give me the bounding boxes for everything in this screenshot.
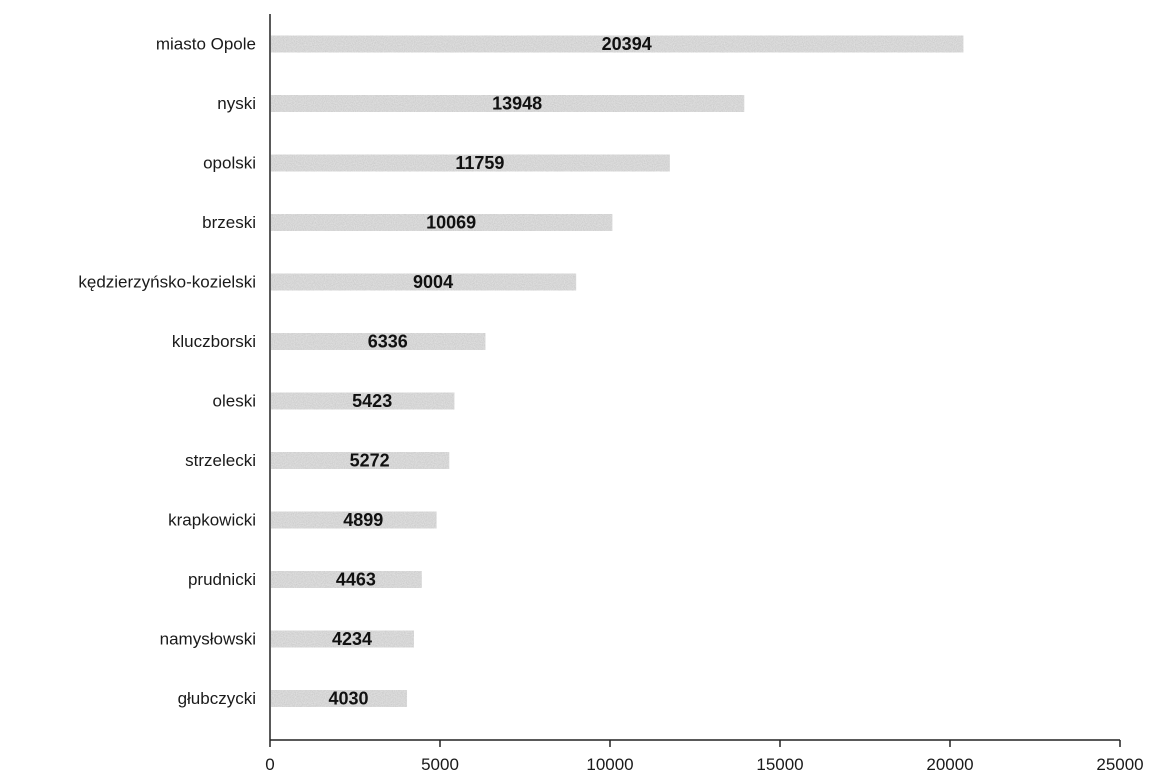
x-axis-ticks-group: 0 5000 10000 15000 20000 25000: [265, 740, 1144, 774]
data-label: 4463: [336, 570, 376, 590]
category-label: głubczycki: [178, 689, 256, 708]
bar: [271, 333, 486, 350]
bar: [271, 392, 455, 410]
data-label: 5423: [352, 391, 392, 411]
category-label: oleski: [213, 392, 256, 411]
x-tick-label: 20000: [926, 755, 973, 774]
category-label: opolski: [203, 154, 256, 173]
category-label: strzelecki: [185, 451, 256, 470]
bar: [271, 690, 408, 707]
category-label: nyski: [217, 94, 256, 113]
bar: [271, 630, 414, 648]
bars-group: [271, 35, 964, 707]
bar: [271, 154, 670, 172]
data-label: 4030: [328, 689, 368, 709]
category-label: miasto Opole: [156, 35, 256, 54]
category-label: kluczborski: [172, 332, 256, 351]
data-label: 11759: [455, 153, 504, 173]
bar: [271, 571, 422, 588]
x-tick-label: 25000: [1096, 755, 1143, 774]
data-label: 6336: [368, 332, 408, 352]
x-tick-label: 10000: [586, 755, 633, 774]
category-label: namysłowski: [160, 630, 256, 649]
category-label: prudnicki: [188, 570, 256, 589]
bar: [271, 35, 964, 53]
data-label: 5272: [350, 451, 390, 471]
category-labels-group: miasto Opole nyski opolski brzeski kędzierzy…: [78, 35, 256, 709]
x-tick-label: 0: [265, 755, 274, 774]
x-tick-label: 15000: [756, 755, 803, 774]
data-label: 20394: [602, 34, 652, 54]
bar: [271, 511, 437, 529]
x-tick-label: 5000: [421, 755, 459, 774]
data-label: 9004: [413, 272, 453, 292]
data-label: 4234: [332, 629, 372, 649]
category-label: brzeski: [202, 213, 256, 232]
category-label: kędzierzyńsko-kozielski: [78, 273, 256, 292]
data-label: 10069: [426, 213, 476, 233]
bar: [271, 273, 577, 291]
data-label: 13948: [492, 94, 542, 114]
category-label: krapkowicki: [168, 511, 256, 530]
data-label: 4899: [343, 510, 383, 530]
bar: [271, 214, 613, 231]
bar: [271, 452, 450, 469]
bar: [271, 95, 745, 112]
data-labels-group: 20394 13948 11759 10069 9004 6336 5423 5272 4899…: [328, 34, 651, 709]
